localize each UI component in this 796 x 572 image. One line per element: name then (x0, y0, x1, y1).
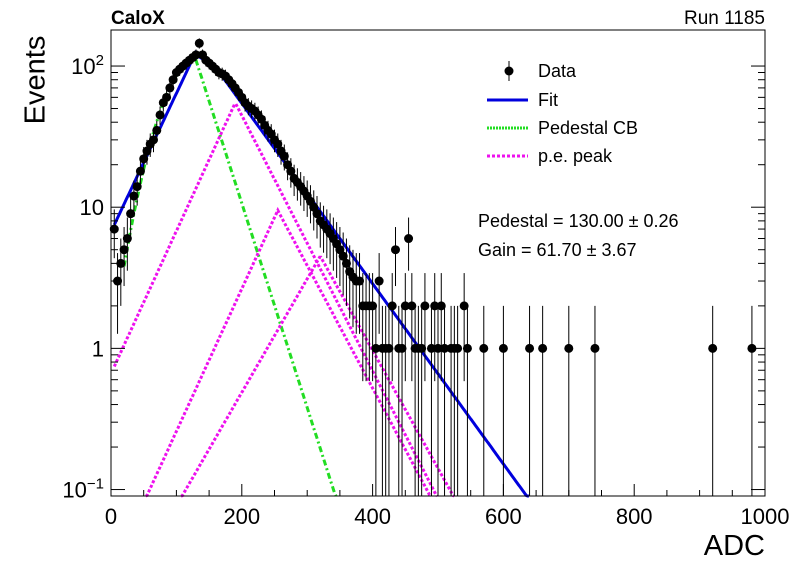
legend-label: Pedestal CB (538, 118, 638, 138)
data-point (194, 38, 204, 49)
x-tick-label: 200 (223, 504, 260, 529)
legend-label: Fit (538, 90, 558, 110)
data-point (433, 305, 443, 496)
data-point (286, 158, 296, 188)
legend-entry: Pedestal CB (487, 118, 638, 138)
fit-curve (112, 50, 529, 498)
data-point (708, 305, 718, 496)
data-point (132, 172, 142, 206)
legend-label: Data (538, 61, 577, 81)
data-point (374, 253, 384, 334)
pedestal-fit-result: Pedestal = 130.00 ± 0.26 (478, 211, 679, 231)
data-point (459, 273, 469, 382)
data-point (139, 147, 149, 174)
x-tick-label: 1000 (741, 504, 790, 529)
x-tick-label: 600 (485, 504, 522, 529)
data-point (162, 89, 172, 106)
x-tick-label: 800 (616, 504, 653, 529)
data-point (387, 273, 397, 382)
x-tick-label: 0 (105, 504, 117, 529)
data-point (152, 120, 162, 142)
legend-entry: Fit (487, 90, 558, 110)
data-point (126, 196, 136, 239)
data-point (390, 227, 400, 287)
chart-curves (112, 50, 529, 498)
data-point (426, 305, 436, 496)
y-tick-label: 10−1 (62, 476, 104, 503)
pe-peak-curve-2 (145, 206, 432, 498)
data-point (404, 217, 414, 271)
y-tick-label: 102 (71, 52, 104, 79)
legend-label: p.e. peak (538, 146, 613, 166)
data-point (420, 273, 430, 382)
gain-fit-result: Gain = 61.70 ± 3.67 (478, 240, 637, 260)
data-point (122, 217, 132, 271)
data-point (564, 305, 574, 496)
chart-points (109, 38, 757, 496)
data-point (384, 305, 394, 496)
data-point (590, 305, 600, 496)
legend: Data Fit Pedestal CB p.e. peak (487, 61, 638, 166)
data-point (407, 273, 417, 382)
legend-entry: p.e. peak (487, 146, 613, 166)
run-label: Run 1185 (684, 8, 765, 29)
data-point (397, 305, 407, 496)
data-point (747, 305, 757, 496)
data-point (371, 305, 381, 496)
legend-entry: Data (504, 61, 577, 81)
data-point (430, 273, 440, 382)
x-axis-label: ADC (703, 530, 765, 562)
y-tick-label: 1 (92, 336, 104, 361)
y-tick-label: 10 (80, 195, 104, 220)
data-point (436, 273, 446, 382)
y-axis-label: Events (19, 35, 52, 125)
data-point (155, 106, 165, 125)
data-point (462, 305, 472, 496)
data-point (498, 305, 508, 496)
data-point (135, 158, 145, 188)
data-point (417, 305, 427, 496)
data-point (191, 49, 201, 61)
data-point (479, 305, 489, 496)
data-point (538, 305, 548, 496)
pe-peak-curve-3 (180, 255, 455, 498)
experiment-label: CaloX (111, 8, 165, 29)
pe-peak-curve-1 (112, 102, 439, 498)
data-point (355, 253, 365, 334)
data-point (440, 305, 450, 496)
data-point (312, 196, 322, 239)
data-point (400, 273, 410, 382)
x-tick-label: 400 (354, 504, 391, 529)
data-point (453, 305, 463, 496)
data-point (525, 305, 535, 496)
chart-axes: 0 200 400 600 800 1000 10−1 1 10 102 (62, 52, 789, 529)
data-point (368, 273, 378, 382)
data-point (165, 80, 175, 96)
